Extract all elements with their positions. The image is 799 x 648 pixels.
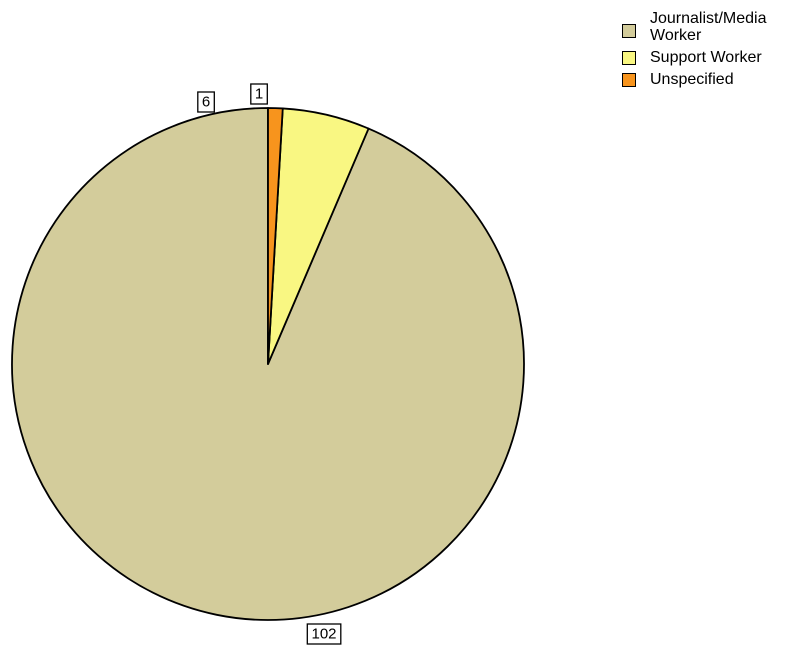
data-label-box [197, 91, 215, 113]
data-label-text: 102 [311, 626, 336, 643]
data-label-text: 6 [202, 94, 210, 111]
legend-label-unspecified: Unspecified [650, 71, 734, 88]
legend-swatch-journalist [622, 24, 636, 38]
legend: Journalist/Media Worker Support Worker U… [622, 10, 792, 90]
data-label-box [250, 83, 268, 105]
pie-slice-unspecified [267, 107, 284, 365]
legend-item-unspecified: Unspecified [622, 71, 792, 88]
data-label-text: 1 [255, 86, 263, 103]
legend-label-support-worker: Support Worker [650, 49, 762, 66]
legend-item-journalist: Journalist/Media Worker [622, 10, 792, 44]
legend-label-journalist: Journalist/Media Worker [650, 10, 767, 44]
legend-swatch-support-worker [622, 51, 636, 65]
data-label-box [306, 623, 342, 645]
data-label-support-worker: 6 [197, 91, 215, 113]
legend-item-support-worker: Support Worker [622, 49, 792, 66]
data-label-journalist-media-worker: 102 [306, 623, 342, 645]
legend-swatch-unspecified [622, 73, 636, 87]
data-label-unspecified: 1 [250, 83, 268, 105]
